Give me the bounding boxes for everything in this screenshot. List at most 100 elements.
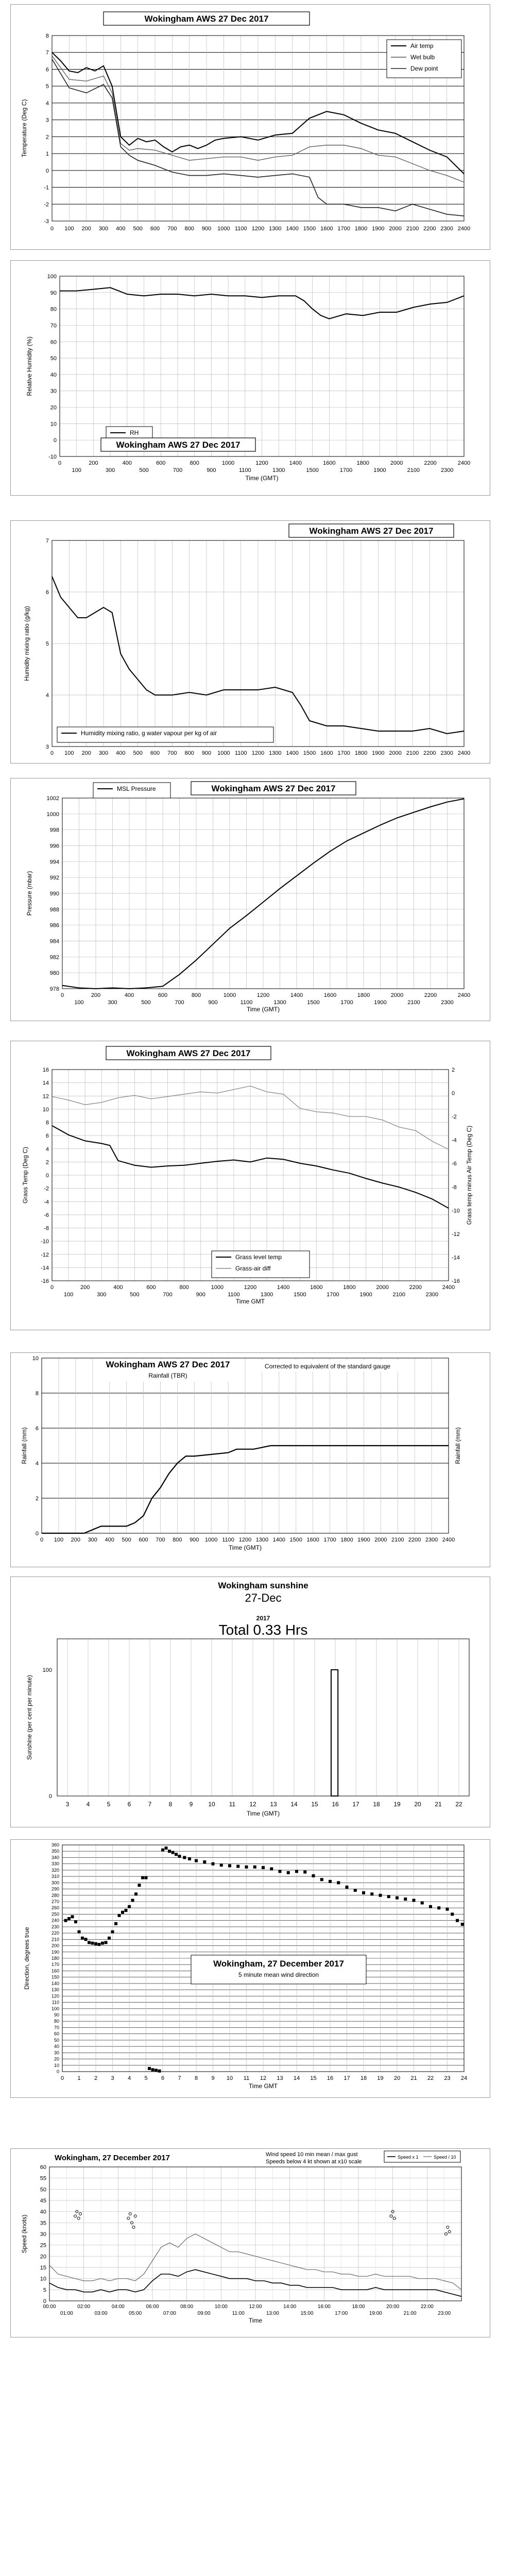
x-tick-label: 500 — [139, 467, 148, 473]
x-tick-label: 1900 — [372, 750, 384, 756]
wind-direction-point — [228, 1864, 231, 1868]
low-speed-marker — [74, 2214, 77, 2218]
x-tick-label: 21 — [410, 2075, 417, 2081]
x-tick-label: 11:00 — [232, 2311, 245, 2316]
x-tick-label: 800 — [192, 992, 201, 998]
x-tick-label: 11 — [244, 2075, 249, 2081]
x-tick-label: 200 — [81, 226, 91, 232]
x-tick-label: 1800 — [343, 1284, 355, 1291]
y-tick-label: 120 — [52, 1993, 59, 1998]
x-tick-label: 1000 — [205, 1537, 217, 1543]
y-tick-label: 50 — [54, 2038, 59, 2043]
y-tick-label: 40 — [54, 2044, 59, 2049]
y-tick-label: 180 — [52, 1956, 59, 1961]
y-tick-label: -10 — [41, 1239, 49, 1245]
x-tick-label: 500 — [130, 1292, 139, 1298]
chart-subtitle: Rainfall (TBR) — [148, 1372, 187, 1379]
x-tick-label: 300 — [99, 226, 108, 232]
y-tick-label: 100 — [47, 274, 57, 280]
x-tick-label: 06:00 — [146, 2304, 159, 2310]
x-tick-label: 1200 — [252, 226, 264, 232]
x-tick-label: 2200 — [408, 1537, 421, 1543]
year-label: 2017 — [256, 1615, 270, 1622]
y-tick-label: 310 — [52, 1874, 59, 1879]
x-tick-label: 7 — [148, 1801, 152, 1808]
low-speed-marker — [133, 2214, 137, 2218]
y-tick-label: -12 — [41, 1252, 49, 1258]
wind-direction-point — [329, 1879, 332, 1883]
y2-tick-label: -8 — [452, 1184, 457, 1191]
x-tick-label: 800 — [190, 460, 199, 466]
y-tick-label: -14 — [41, 1265, 49, 1271]
x-tick-label: 300 — [106, 467, 115, 473]
chart-subtitle: 27-Dec — [245, 1591, 282, 1604]
wind-direction-point — [168, 1850, 171, 1853]
rainfall-panel: 0 2 4 6 8 10 0 100 200 300 400 500 600 700 800 900 1000 1… — [10, 1352, 490, 1567]
x-tick-label: 2200 — [409, 1284, 422, 1291]
x-tick-label: 400 — [105, 1537, 114, 1543]
y-tick-label: 1 — [46, 151, 49, 157]
wind-direction-point — [337, 1881, 340, 1885]
pressure-panel: 978 980 982 984 986 988 990 992 994 996 998 1000 100… — [10, 778, 490, 1021]
x-tick-label: 2000 — [390, 460, 403, 466]
y2-tick-label: 0 — [452, 1091, 455, 1097]
x-tick-label: 1800 — [340, 1537, 353, 1543]
x-tick-label: 12 — [249, 1801, 256, 1808]
series-rh-line — [60, 287, 465, 319]
plot-area — [52, 35, 465, 222]
x-tick-label: 1900 — [372, 226, 384, 232]
y-tick-label: 160 — [52, 1968, 59, 1973]
wind-direction-point — [188, 1857, 191, 1860]
legend-label: Grass level temp — [235, 1253, 282, 1261]
x-tick-label: 900 — [202, 750, 211, 756]
y-tick-label: 2 — [46, 1159, 49, 1165]
x-tick-label: 1400 — [290, 992, 303, 998]
y-tick-label: 35 — [40, 2220, 46, 2226]
x-tick-label: 1400 — [286, 750, 298, 756]
series-msl-pressure-line — [62, 798, 465, 990]
x-tick-label: 0 — [40, 1537, 43, 1543]
low-speed-marker — [75, 2210, 79, 2213]
x-tick-label: 17 — [344, 2075, 350, 2081]
y-tick-label: 15 — [40, 2265, 46, 2271]
x-tick-label: 1100 — [235, 750, 247, 756]
y-tick-label: 240 — [52, 1918, 59, 1923]
x-axis-label: Time (GMT) — [245, 474, 278, 482]
air-temperature-chart: -3 -2 -1 0 1 2 3 4 5 6 7 8 0 100 200 300 400 500 600 700 800… — [21, 11, 470, 232]
x-tick-label: 1500 — [294, 1292, 306, 1298]
wind-direction-point — [379, 1893, 382, 1897]
x-tick-label: 0 — [61, 992, 64, 998]
wind-direction-point — [303, 1870, 307, 1874]
x-tick-label: 3 — [66, 1801, 70, 1808]
y-tick-label: -1 — [44, 185, 49, 191]
x-tick-label: 1800 — [357, 460, 369, 466]
x-tick-label: 300 — [97, 1292, 106, 1298]
x-tick-label: 2300 — [440, 226, 453, 232]
legend-box — [57, 726, 274, 743]
x-tick-label: 0 — [50, 226, 54, 232]
x-tick-label: 19 — [377, 2075, 383, 2081]
wind-direction-point — [158, 2069, 161, 2073]
series-mixing-ratio-line — [52, 576, 465, 735]
x-axis-label: Time (GMT) — [247, 1810, 280, 1817]
x-tick-label: 800 — [179, 1284, 188, 1291]
y-tick-label: 70 — [50, 323, 57, 329]
chart-title: Wokingham AWS 27 Dec 2017 — [212, 784, 336, 793]
x-tick-label: 1800 — [355, 226, 367, 232]
x-tick-label: 700 — [175, 999, 184, 1006]
x-tick-label: 13 — [277, 2075, 283, 2081]
y-tick-label: 16 — [43, 1067, 49, 1073]
low-speed-marker — [448, 2230, 451, 2233]
x-tick-label: 1100 — [235, 226, 247, 232]
y-tick-label: 0 — [46, 168, 49, 174]
y-tick-label: 60 — [54, 2031, 59, 2037]
x-tick-label: 2000 — [389, 226, 401, 232]
y-tick-label: 8 — [46, 1120, 49, 1126]
y-tick-label: 140 — [52, 1981, 59, 1986]
x-tick-label: 9 — [211, 2075, 214, 2081]
x-tick-label: 700 — [163, 1292, 172, 1298]
y-axis-label: Rainfall (mm) — [21, 1427, 28, 1464]
x-tick-label: 03:00 — [94, 2311, 107, 2316]
title-box — [100, 437, 256, 452]
x-tick-label: 1500 — [290, 1537, 302, 1543]
